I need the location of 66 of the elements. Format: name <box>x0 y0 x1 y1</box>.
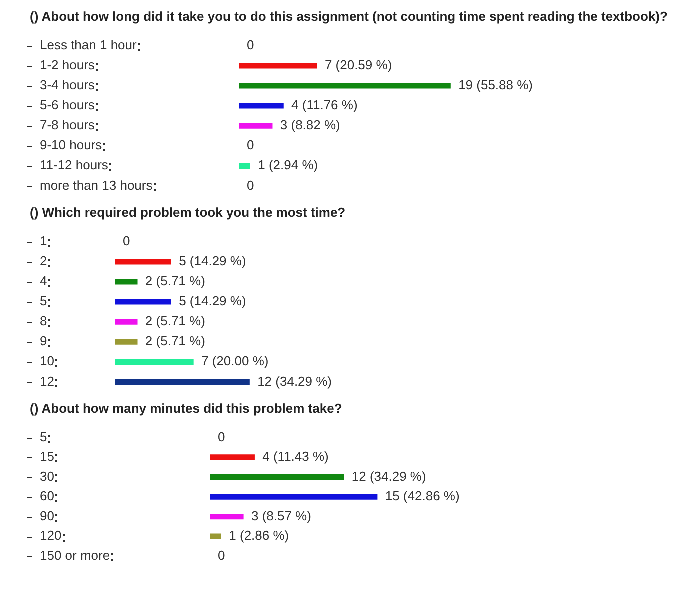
bar <box>210 534 222 540</box>
y-tick-label: 60 <box>40 488 54 504</box>
bar <box>115 379 250 386</box>
bar <box>239 103 284 109</box>
data-label: 4 (11.76 %) <box>292 98 358 113</box>
y-tick-label: 3-4 hours <box>40 78 96 93</box>
bar <box>210 494 378 500</box>
data-label: 1 (2.94 %) <box>258 158 318 173</box>
y-tick-label: 9-10 hours <box>40 138 103 153</box>
y-tick-label: 1-2 hours <box>40 57 96 72</box>
data-label: 12 (34.29 %) <box>258 374 332 389</box>
y-tick-label: 8 <box>40 314 48 329</box>
data-label: 15 (42.86 %) <box>385 488 460 504</box>
bar <box>115 319 138 325</box>
data-label: 0 <box>247 178 254 193</box>
y-tick-label: 30 <box>40 468 54 484</box>
y-tick-label: 11-12 hours <box>40 158 109 173</box>
bar <box>115 339 138 345</box>
y-tick-label: 150 or more <box>40 548 110 563</box>
y-tick-label: 120 <box>40 528 62 544</box>
y-tick-label: more than 13 hours <box>40 178 154 193</box>
data-label: 0 <box>247 37 254 52</box>
bar <box>210 514 244 520</box>
y-tick-label: 5-6 hours <box>40 98 96 113</box>
bar <box>115 279 138 285</box>
data-label: 3 (8.82 %) <box>280 118 340 133</box>
y-tick-label: 90 <box>40 508 54 524</box>
data-label: 0 <box>247 138 254 153</box>
y-tick-label: 5 <box>40 429 48 444</box>
data-label: 5 (14.29 %) <box>179 294 246 309</box>
data-label: 2 (5.71 %) <box>145 274 206 289</box>
y-tick-label: Less than 1 hour <box>40 37 138 52</box>
data-label: 0 <box>123 233 130 248</box>
data-label: 19 (55.88 %) <box>458 78 533 93</box>
bar <box>115 359 194 365</box>
data-label: 7 (20.59 %) <box>324 57 392 72</box>
chart-title: () About how long did it take you to do this assignment (not counting time spent reading the textbook)? <box>29 8 669 26</box>
data-label: 7 (20.00 %) <box>202 354 269 369</box>
bar <box>210 474 344 480</box>
y-tick-label: 9 <box>40 334 48 349</box>
data-label: 2 (5.71 %) <box>145 314 206 329</box>
data-label: 12 (34.29 %) <box>352 468 426 484</box>
chart-title: () Which required problem took you the most time? <box>29 204 347 222</box>
y-tick-label: 7-8 hours <box>40 118 96 133</box>
data-label: 3 (8.57 %) <box>251 508 312 524</box>
chart-title: () About how many minutes did this problem take? <box>29 400 344 418</box>
y-tick-label: 2 <box>40 253 48 268</box>
y-tick-label: 12 <box>40 374 54 389</box>
data-label: 4 (11.43 %) <box>262 449 329 464</box>
y-tick-label: 10 <box>40 354 54 369</box>
data-label: 2 (5.71 %) <box>145 334 206 349</box>
bar <box>210 454 255 460</box>
bar <box>239 163 250 169</box>
bar <box>115 299 172 305</box>
bar <box>239 123 273 129</box>
bar <box>239 83 451 89</box>
bar <box>239 63 318 69</box>
data-label: 5 (14.29 %) <box>179 253 246 268</box>
y-tick-label: 4 <box>40 274 48 289</box>
y-tick-label: 5 <box>40 294 48 309</box>
y-tick-label: 15 <box>40 449 54 464</box>
data-label: 0 <box>218 548 226 563</box>
data-label: 0 <box>218 429 226 444</box>
y-tick-label: 1 <box>40 233 48 248</box>
data-label: 1 (2.86 %) <box>229 528 290 544</box>
bar <box>115 259 172 265</box>
